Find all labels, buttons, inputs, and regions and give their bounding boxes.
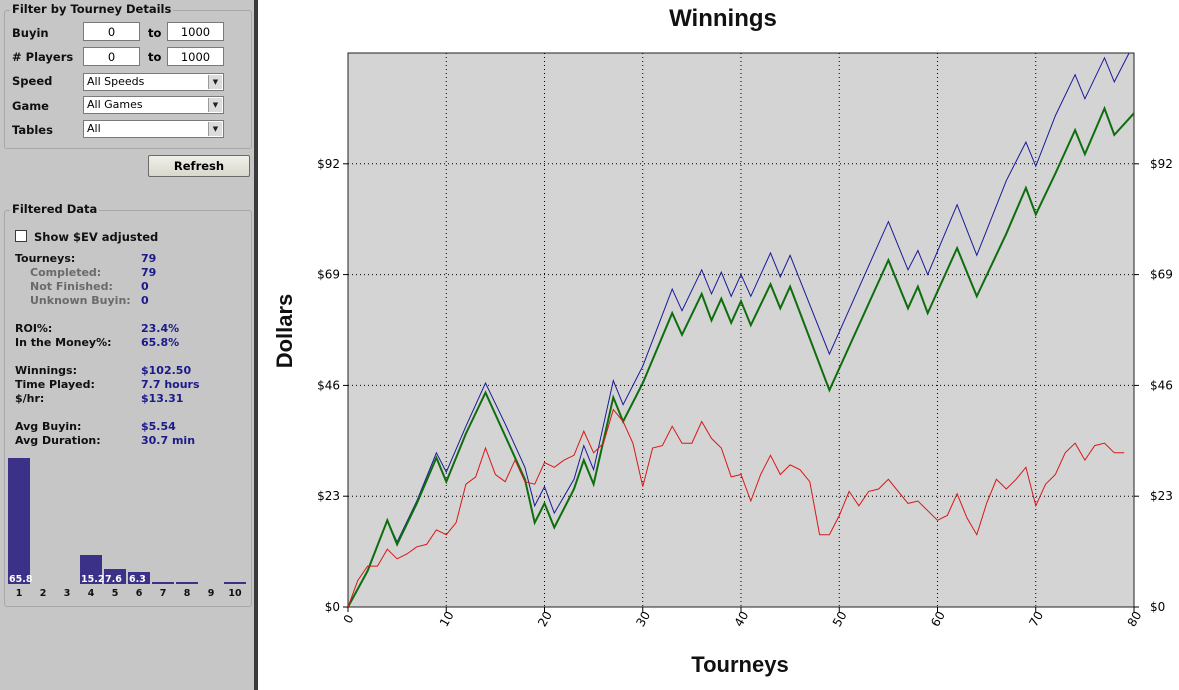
histogram-bar xyxy=(104,569,126,584)
panel-divider[interactable] xyxy=(254,0,258,690)
x-axis-title: Tourneys xyxy=(691,652,789,677)
histogram-x-tick: 4 xyxy=(87,588,95,599)
filtered-data-title: Filtered Data xyxy=(10,202,100,216)
show-ev-label[interactable]: Show $EV adjusted xyxy=(34,230,159,244)
filter-panel: Filter by Tourney Details Buyin 0 to 100… xyxy=(0,0,254,690)
players-label: # Players xyxy=(12,50,74,64)
tables-select[interactable]: All ▼ xyxy=(83,120,224,138)
stat-label: Tourneys: xyxy=(15,252,76,265)
histogram-bar-label: 15.2 xyxy=(81,574,105,585)
stat-value: $102.50 xyxy=(141,364,192,377)
histogram-x-tick: 2 xyxy=(39,588,47,599)
histogram-bar xyxy=(176,582,198,584)
filtered-data-group-box xyxy=(4,210,252,607)
histogram-x-tick: 6 xyxy=(135,588,143,599)
x-tick-label: 50 xyxy=(830,609,850,629)
refresh-button[interactable]: Refresh xyxy=(148,155,250,177)
y-tick-label: $92 xyxy=(317,157,340,171)
speed-select-value: All Speeds xyxy=(87,75,145,88)
x-tick-label: 70 xyxy=(1026,609,1046,629)
histogram-x-tick: 10 xyxy=(228,588,242,599)
histogram-bar-label: 6.3 xyxy=(129,574,146,585)
histogram-bar xyxy=(152,582,174,584)
histogram-x-tick: 7 xyxy=(159,588,167,599)
show-ev-checkbox[interactable] xyxy=(15,230,27,242)
game-label: Game xyxy=(12,99,49,113)
chevron-down-icon[interactable]: ▼ xyxy=(208,122,222,136)
stat-value: $5.54 xyxy=(141,420,176,433)
stat-label: Winnings: xyxy=(15,364,77,377)
series-line xyxy=(348,408,1125,607)
x-tick-label: 20 xyxy=(535,609,555,629)
stat-value: 65.8% xyxy=(141,336,180,349)
stat-value: 23.4% xyxy=(141,322,180,335)
histogram-bar-label: 65.8 xyxy=(9,574,33,585)
histogram-x-tick: 5 xyxy=(111,588,119,599)
stat-label: $/hr: xyxy=(15,392,45,405)
buyin-min-input[interactable]: 0 xyxy=(83,22,140,41)
histogram-x-tick: 3 xyxy=(63,588,71,599)
x-tick-label: 30 xyxy=(633,609,653,629)
histogram-x-tick: 8 xyxy=(183,588,191,599)
series-line xyxy=(348,105,1134,607)
stat-value: 79 xyxy=(141,266,157,279)
players-min-input[interactable]: 0 xyxy=(83,47,140,66)
chart-title: Winnings xyxy=(669,5,777,32)
stat-label: In the Money%: xyxy=(15,336,112,349)
stat-label: Avg Buyin: xyxy=(15,420,82,433)
y-tick-label: $23 xyxy=(317,489,340,503)
y-tick-label-right: $23 xyxy=(1150,489,1173,503)
stat-label: Avg Duration: xyxy=(15,434,101,447)
speed-select[interactable]: All Speeds ▼ xyxy=(83,73,224,91)
x-tick-label: 60 xyxy=(928,609,948,629)
stat-label: Time Played: xyxy=(15,378,95,391)
stat-value: $13.31 xyxy=(141,392,184,405)
histogram-bar xyxy=(128,572,150,584)
y-tick-label-right: $0 xyxy=(1150,600,1165,614)
stat-label: Not Finished: xyxy=(30,280,113,293)
players-to-label: to xyxy=(148,50,162,64)
game-select[interactable]: All Games ▼ xyxy=(83,96,224,114)
game-select-value: All Games xyxy=(87,98,143,111)
histogram-x-tick: 1 xyxy=(15,588,23,599)
histogram-bar xyxy=(224,582,246,584)
chevron-down-icon[interactable]: ▼ xyxy=(208,98,222,112)
stat-label: ROI%: xyxy=(15,322,53,335)
y-tick-label: $69 xyxy=(317,268,340,282)
stat-label: Unknown Buyin: xyxy=(30,294,131,307)
stat-value: 79 xyxy=(141,252,157,265)
x-tick-label: 40 xyxy=(732,609,752,629)
filter-group-title: Filter by Tourney Details xyxy=(10,2,174,16)
histogram-bar xyxy=(8,458,30,584)
speed-label: Speed xyxy=(12,74,53,88)
y-tick-label: $0 xyxy=(325,600,340,614)
chevron-down-icon[interactable]: ▼ xyxy=(208,75,222,89)
buyin-to-label: to xyxy=(148,26,162,40)
x-tick-label: 80 xyxy=(1125,609,1145,629)
y-tick-label-right: $92 xyxy=(1150,157,1173,171)
players-max-input[interactable]: 1000 xyxy=(167,47,224,66)
histogram-bar-label: 7.6 xyxy=(105,574,122,585)
buyin-max-input[interactable]: 1000 xyxy=(167,22,224,41)
histogram-x-tick: 9 xyxy=(207,588,215,599)
buyin-label: Buyin xyxy=(12,26,49,40)
y-tick-label: $46 xyxy=(317,378,340,392)
y-tick-label-right: $46 xyxy=(1150,378,1173,392)
stat-value: 30.7 min xyxy=(141,434,196,447)
stat-value: 0 xyxy=(141,294,149,307)
stat-value: 7.7 hours xyxy=(141,378,200,391)
y-tick-label-right: $69 xyxy=(1150,268,1173,282)
x-tick-label: 0 xyxy=(341,612,357,626)
histogram-bar xyxy=(80,555,102,584)
series-line xyxy=(348,53,1130,607)
stat-value: 0 xyxy=(141,280,149,293)
tables-label: Tables xyxy=(12,123,53,137)
stat-label: Completed: xyxy=(30,266,102,279)
x-tick-label: 10 xyxy=(437,609,457,629)
tables-select-value: All xyxy=(87,122,101,135)
